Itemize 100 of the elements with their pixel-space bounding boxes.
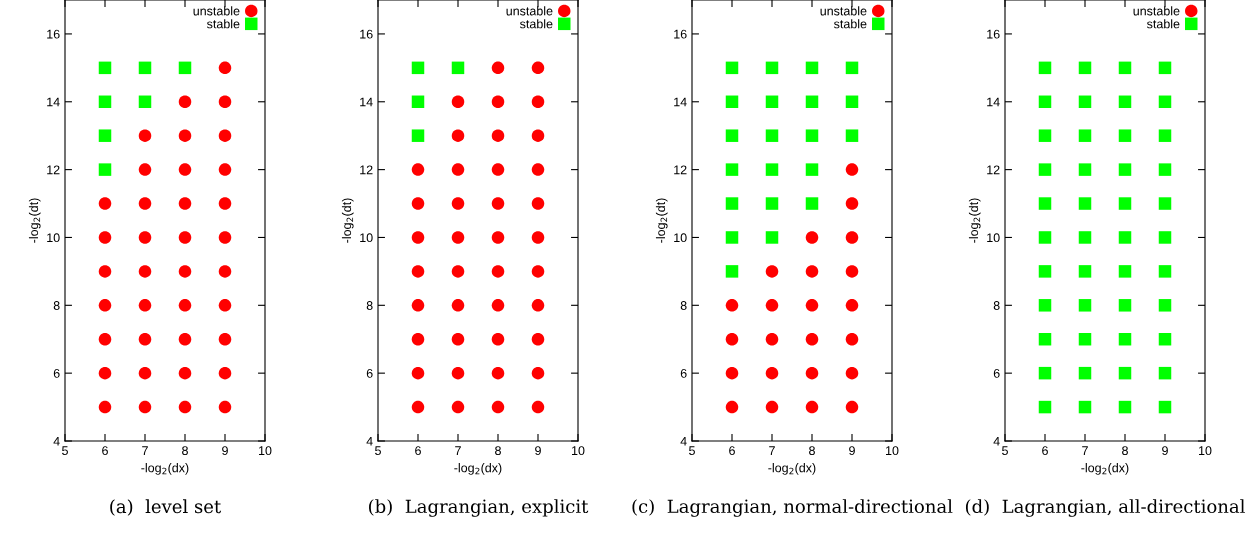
x-tick-label: 10 — [886, 446, 899, 456]
point — [725, 366, 739, 380]
point — [805, 366, 819, 380]
point — [845, 61, 859, 75]
point — [805, 231, 819, 244]
point — [491, 400, 505, 414]
point — [98, 163, 112, 176]
y-tick-label: 8 — [993, 301, 1000, 310]
point — [1158, 197, 1172, 210]
point — [845, 332, 859, 346]
point — [845, 95, 859, 109]
point — [491, 129, 505, 142]
point — [725, 265, 739, 278]
point — [805, 299, 819, 312]
x-tick-label: 6 — [102, 446, 108, 456]
point — [451, 163, 465, 176]
point — [1038, 366, 1052, 380]
point — [411, 61, 425, 75]
point — [805, 197, 819, 210]
point — [845, 400, 859, 414]
y-tick-label: 12 — [360, 165, 373, 175]
point — [1158, 129, 1172, 142]
point — [138, 332, 152, 346]
point — [1158, 95, 1172, 109]
point — [138, 400, 152, 414]
point — [491, 95, 505, 109]
point — [725, 95, 739, 109]
point — [1078, 231, 1092, 244]
point — [491, 366, 505, 380]
y-tick-label: 8 — [680, 301, 687, 310]
y-tick-label: 16 — [360, 29, 373, 39]
point — [1078, 265, 1092, 278]
point — [451, 332, 465, 346]
text: (d) Lagrangian, all-directional — [965, 499, 1245, 517]
point — [725, 400, 739, 414]
text: (c) Lagrangian, normal-directional — [632, 499, 953, 517]
x-tick-label: 7 — [455, 446, 461, 455]
point — [1078, 366, 1092, 380]
y-tick-label: 4 — [366, 436, 373, 446]
point — [218, 95, 232, 109]
point — [765, 95, 779, 109]
point — [491, 332, 505, 346]
y-axis-title: -log$_{2}$(dt) — [28, 198, 41, 243]
x-tick-label: 8 — [809, 446, 815, 456]
point — [138, 95, 152, 109]
point — [451, 265, 465, 278]
point — [1118, 265, 1132, 278]
point — [218, 400, 232, 414]
point — [138, 366, 152, 380]
point — [765, 231, 779, 244]
point — [531, 231, 545, 244]
point — [178, 400, 192, 414]
point — [451, 400, 465, 414]
point — [805, 95, 819, 109]
x-tick-label: 8 — [1122, 446, 1128, 456]
x-axis-title: -log$_{2}$(dx) — [141, 463, 189, 475]
point — [805, 163, 819, 176]
point — [1118, 332, 1132, 346]
point — [1038, 231, 1052, 244]
point — [1118, 400, 1132, 414]
legend-label: unstable — [820, 6, 867, 16]
point — [1118, 366, 1132, 380]
point — [725, 231, 739, 244]
point — [725, 129, 739, 142]
point — [765, 129, 779, 142]
point — [725, 332, 739, 346]
y-tick-label: 4 — [680, 436, 687, 446]
x-tick-label: 7 — [769, 446, 775, 455]
point — [1038, 332, 1052, 346]
y-tick-label: 14 — [674, 97, 687, 107]
point — [1078, 95, 1092, 109]
point — [1078, 299, 1092, 312]
point — [845, 299, 859, 312]
point — [218, 299, 232, 312]
point — [491, 197, 505, 210]
x-tick-label: 10 — [572, 446, 585, 456]
point — [218, 231, 232, 244]
point — [138, 129, 152, 142]
point — [1078, 61, 1092, 75]
x-tick-label: 10 — [259, 446, 272, 456]
y-axis-title: -log$_{2}$(dt) — [341, 198, 354, 243]
point — [98, 95, 112, 109]
x-tick-label: 5 — [689, 446, 695, 456]
point — [1118, 95, 1132, 109]
x-axis-title: -log$_{2}$(dx) — [454, 463, 502, 475]
point — [1158, 163, 1172, 176]
point — [1038, 95, 1052, 109]
legend-label: stable — [1146, 19, 1180, 29]
x-tick-label: 7 — [1082, 446, 1088, 455]
point — [845, 366, 859, 380]
point — [178, 299, 192, 312]
y-tick-label: 16 — [47, 29, 60, 39]
point — [845, 197, 859, 210]
point — [451, 95, 465, 109]
point — [218, 129, 232, 142]
y-tick-label: 14 — [47, 97, 60, 107]
x-tick-label: 9 — [222, 446, 228, 456]
point — [1078, 197, 1092, 210]
point — [491, 299, 505, 312]
y-tick-label: 10 — [987, 233, 1000, 243]
